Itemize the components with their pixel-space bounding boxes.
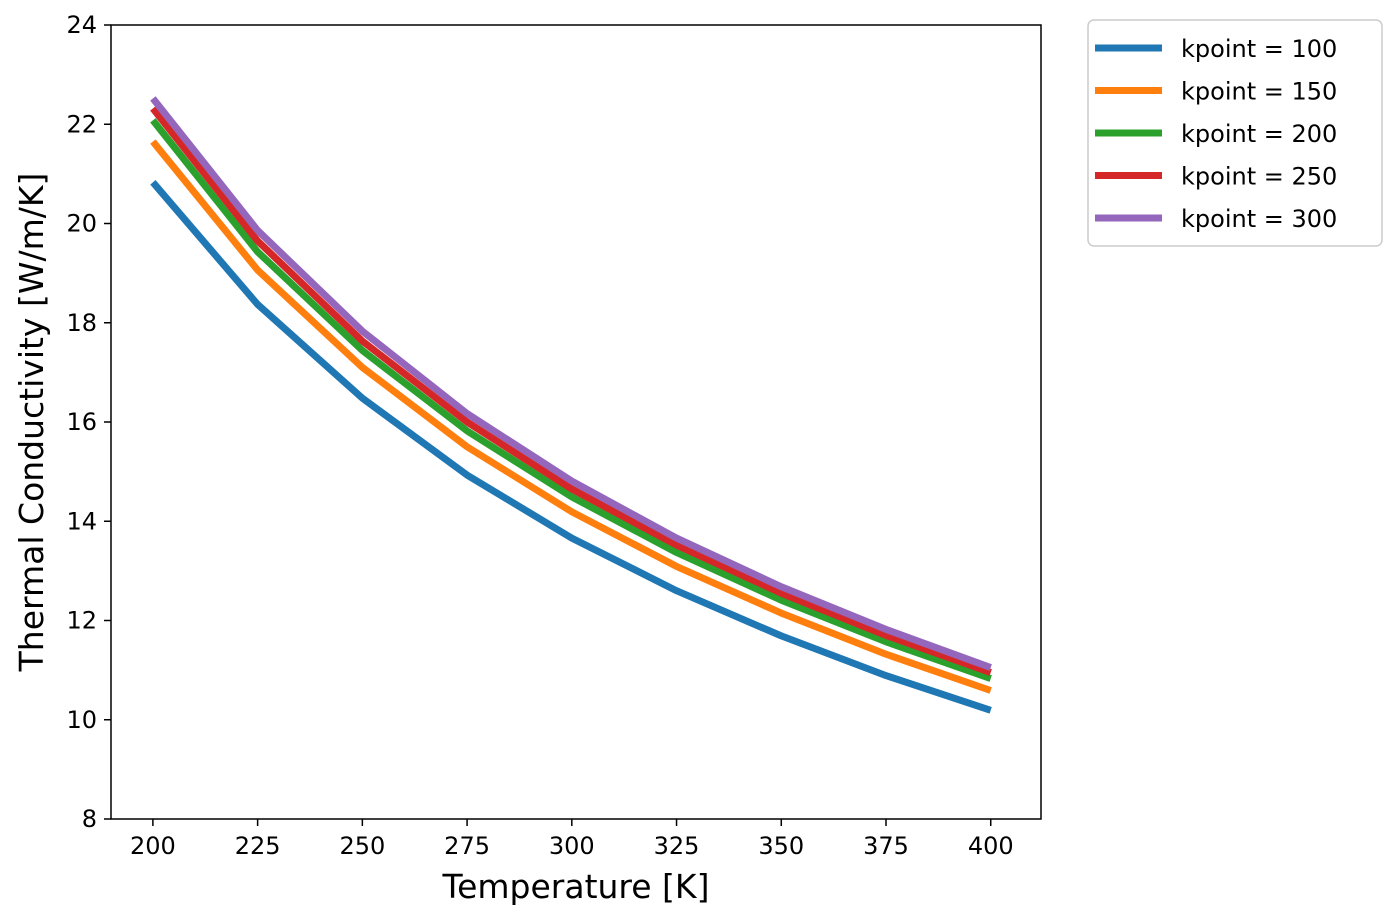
legend-label-1: kpoint = 100 [1181,35,1337,63]
x-axis-label: Temperature [K] [442,867,710,906]
series-lines [150,96,992,714]
y-tick-label: 22 [66,110,97,138]
legend-label-3: kpoint = 200 [1181,120,1337,148]
y-tick-label: 16 [66,408,97,436]
x-tick-label: 200 [130,832,176,860]
series-line-2 [150,139,992,694]
y-axis-label: Thermal Conductivity [W/m/K] [12,173,51,673]
y-tick-label: 18 [66,309,97,337]
x-tick-label: 275 [444,832,490,860]
x-tick-label: 350 [758,832,804,860]
x-tick-label: 300 [549,832,595,860]
legend-box [1087,19,1383,247]
y-tick-label: 24 [66,11,97,39]
y-axis: 8 10 12 14 16 18 20 22 24 [66,11,111,833]
y-tick-label: 10 [66,706,97,734]
x-tick-label: 325 [654,832,700,860]
series-line-5 [150,96,992,671]
y-tick-label: 12 [66,607,97,635]
x-tick-label: 225 [235,832,281,860]
x-tick-label: 400 [968,832,1014,860]
legend-label-2: kpoint = 150 [1181,78,1337,106]
x-tick-label: 250 [339,832,385,860]
legend-label-5: kpoint = 300 [1181,205,1337,233]
y-tick-label: 20 [66,210,97,238]
series-line-4 [150,106,992,676]
y-tick-label: 8 [82,805,97,833]
legend-label-4: kpoint = 250 [1181,163,1337,191]
x-axis: 200 225 250 275 300 325 350 375 400 [130,819,1014,860]
legend: kpoint = 100 kpoint = 150 kpoint = 200 kpoi… [1087,19,1383,247]
series-line-3 [150,118,992,682]
series-line-1 [150,180,992,714]
x-tick-label: 375 [863,832,909,860]
y-tick-label: 14 [66,507,97,535]
